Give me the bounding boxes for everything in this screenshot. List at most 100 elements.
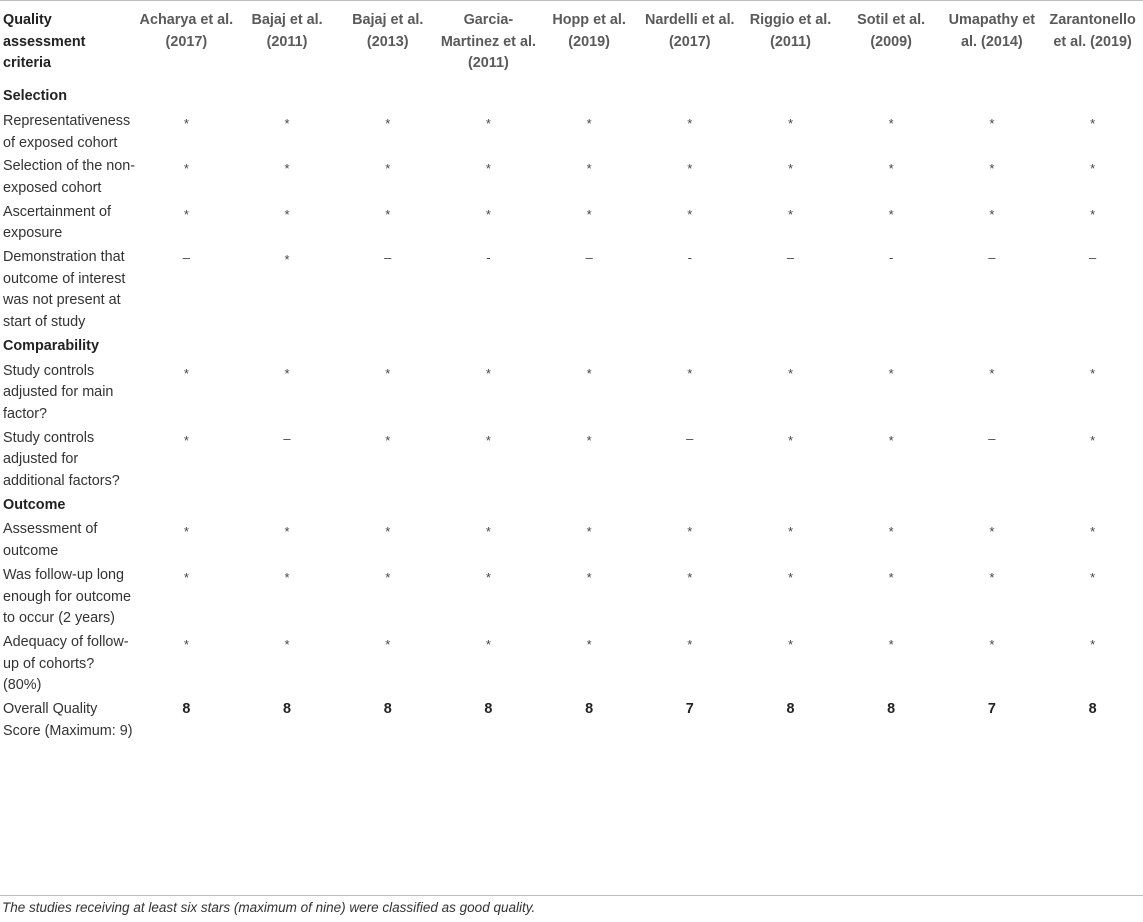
star-rating: *	[989, 524, 995, 540]
section-title: Selection	[3, 88, 67, 105]
criterion-label: Demonstration that outcome of interest w…	[3, 249, 126, 331]
star-rating: *	[1090, 636, 1096, 652]
star-rating: *	[586, 115, 592, 131]
no-star-dash: –	[182, 250, 190, 266]
no-star-dash: –	[686, 430, 694, 446]
overall-score-value: 7	[987, 701, 996, 718]
star-rating: *	[888, 569, 894, 585]
bottom-rule	[0, 895, 1143, 896]
star-rating: *	[687, 524, 693, 540]
study-header: Acharya et al. (2017)	[139, 12, 234, 50]
star-rating: *	[586, 636, 592, 652]
no-star-dash: –	[1088, 250, 1097, 266]
table-row: Representativeness of exposed cohort * * * *…	[0, 111, 1143, 156]
no-star-dash: –	[384, 250, 392, 266]
overall-score-value: 8	[383, 701, 392, 718]
star-rating: *	[183, 524, 189, 540]
star-rating: *	[586, 432, 592, 448]
study-header: Garcia-Martinez et al. (2011)	[440, 12, 536, 72]
star-rating: *	[485, 115, 491, 131]
overall-score-value: 8	[283, 701, 292, 718]
star-rating: *	[183, 569, 189, 585]
no-star-dash: -	[888, 250, 894, 266]
no-star-dash: –	[786, 250, 795, 266]
star-rating: *	[1090, 365, 1096, 381]
star-rating: *	[687, 206, 693, 222]
criterion-label: Representativeness of exposed cohort	[3, 112, 131, 151]
study-header: Umapathy et al. (2014)	[948, 12, 1036, 50]
star-rating: *	[183, 432, 189, 448]
star-rating: *	[989, 636, 995, 652]
star-rating: *	[888, 206, 894, 222]
star-rating: *	[183, 365, 189, 381]
criterion-label: Selection of the non-exposed cohort	[3, 158, 136, 196]
criterion-label: Study controls adjusted for main factor?	[3, 362, 114, 422]
star-rating: *	[385, 161, 391, 177]
section-row: Selection	[0, 86, 1143, 111]
star-rating: *	[183, 115, 189, 131]
star-rating: *	[485, 432, 491, 448]
study-header: Zarantonello et al. (2019)	[1049, 12, 1136, 50]
no-star-dash: –	[585, 250, 593, 266]
star-rating: *	[284, 636, 290, 652]
star-rating: *	[1090, 115, 1096, 131]
star-rating: *	[586, 365, 592, 381]
star-rating: *	[385, 569, 391, 585]
star-rating: *	[385, 115, 391, 131]
star-rating: *	[485, 206, 491, 222]
section-row: Outcome	[0, 495, 1143, 520]
criteria-header: Quality assessment criteria	[3, 12, 86, 72]
study-header: Hopp et al. (2019)	[552, 12, 626, 50]
star-rating: *	[1090, 432, 1096, 448]
star-rating: *	[787, 636, 793, 652]
star-rating: *	[787, 206, 793, 222]
star-rating: *	[687, 115, 693, 131]
overall-score-value: 8	[585, 701, 594, 718]
star-rating: *	[485, 569, 491, 585]
star-rating: *	[989, 365, 995, 381]
star-rating: *	[888, 365, 894, 381]
quality-assessment-table: Quality assessment criteria Acharya et a…	[0, 5, 1143, 745]
star-rating: *	[586, 161, 592, 177]
star-rating: *	[586, 206, 592, 222]
table-row: Was follow-up long enough for outcome to…	[0, 565, 1143, 632]
table-row: Selection of the non-exposed cohort * * * * *…	[0, 156, 1143, 201]
star-rating: *	[284, 252, 290, 268]
star-rating: *	[989, 161, 995, 177]
star-rating: *	[284, 524, 290, 540]
study-header: Nardelli et al. (2017)	[644, 12, 735, 50]
star-rating: *	[687, 636, 693, 652]
star-rating: *	[586, 524, 592, 540]
star-rating: *	[284, 161, 290, 177]
star-rating: *	[385, 365, 391, 381]
star-rating: *	[1090, 206, 1096, 222]
no-star-dash: -	[687, 250, 692, 266]
star-rating: *	[888, 115, 894, 131]
table-row: Ascertainment of exposure * * * * * * * * * *	[0, 202, 1143, 247]
criterion-label: Assessment of outcome	[3, 521, 98, 560]
star-rating: *	[183, 636, 189, 652]
overall-score-row: Overall Quality Score (Maximum: 9) 8 8 8 8 8 7…	[0, 699, 1143, 744]
star-rating: *	[1090, 524, 1096, 540]
overall-score-label: Overall Quality Score (Maximum: 9)	[3, 701, 133, 739]
table-row: Study controls adjusted for additional f…	[0, 428, 1143, 495]
overall-score-value: 8	[887, 701, 896, 718]
star-rating: *	[787, 365, 793, 381]
star-rating: *	[284, 569, 290, 585]
star-rating: *	[284, 115, 290, 131]
star-rating: *	[888, 524, 894, 540]
star-rating: *	[888, 636, 894, 652]
section-row: Comparability	[0, 336, 1143, 361]
overall-score-value: 7	[685, 701, 694, 718]
overall-score-value: 8	[1088, 701, 1097, 718]
star-rating: *	[385, 206, 391, 222]
table-row: Adequacy of follow-up of cohorts? (80%) *…	[0, 632, 1143, 699]
criterion-label: Adequacy of follow-up of cohorts? (80%)	[3, 633, 129, 694]
study-header: Riggio et al. (2011)	[749, 12, 832, 50]
criterion-label: Was follow-up long enough for outcome to…	[3, 566, 132, 627]
star-rating: *	[284, 206, 290, 222]
star-rating: *	[787, 569, 793, 585]
star-rating: *	[989, 569, 995, 585]
star-rating: *	[888, 432, 894, 448]
